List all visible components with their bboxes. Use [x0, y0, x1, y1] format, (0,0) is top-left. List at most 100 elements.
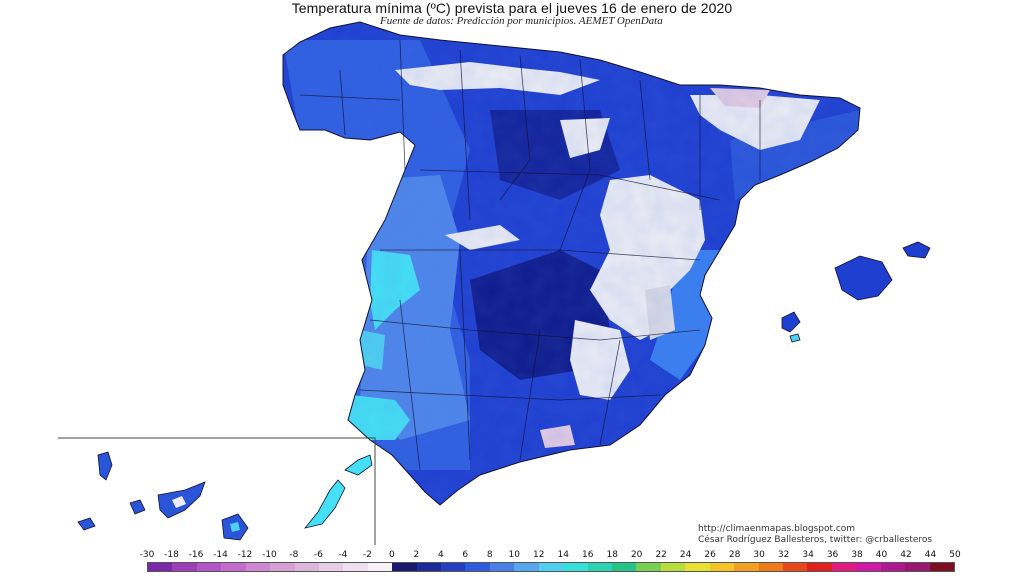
el-hierro-island	[77, 517, 96, 531]
legend-label: 50	[949, 550, 961, 560]
province-border	[499, 54, 531, 201]
province-borders	[299, 39, 761, 471]
province-border	[399, 39, 406, 171]
legend-swatch	[514, 563, 539, 571]
legend-label: 24	[679, 550, 692, 560]
legend-label: -6	[313, 550, 323, 560]
legend-swatch	[758, 563, 783, 571]
legend-label: 6	[462, 550, 469, 560]
legend-label: 14	[557, 550, 569, 560]
menorca-island	[902, 241, 931, 259]
credits-author: César Rodríguez Ballesteros, twitter: @c…	[698, 535, 933, 545]
legend-swatch	[856, 563, 881, 571]
legend-label: -12	[237, 550, 253, 560]
legend-swatch	[270, 563, 295, 571]
province-border	[399, 299, 421, 471]
map-title: Temperatura mínima (ºC) prevista para el…	[291, 0, 733, 16]
legend-swatch	[880, 563, 906, 571]
map-subtitle: Fuente de datos: Predicción por municipi…	[380, 15, 663, 27]
legend-swatch	[782, 563, 808, 571]
legend-swatch	[660, 563, 686, 571]
formentera-island	[789, 333, 801, 343]
legend-label: 40	[875, 550, 888, 560]
province-border	[639, 79, 651, 181]
peninsula	[282, 21, 861, 506]
temperature-texture	[283, 22, 860, 505]
province-border	[459, 49, 471, 221]
legend-labels: -30 -18 -16 -14 -12 -10 -8 -6 -4 -2 0 2 4 6 8 10 12 14 16 1…	[0, 550, 1024, 562]
legend-label: -30	[139, 550, 155, 560]
legend-swatch	[245, 563, 271, 571]
legend-label: 28	[728, 550, 741, 560]
province-border	[599, 339, 621, 446]
gran-canaria-peak	[230, 522, 240, 532]
la-palma-island	[97, 451, 113, 481]
credits-url[interactable]: http://climaenmapas.blogspot.com	[698, 524, 856, 534]
balearic-islands	[781, 241, 931, 343]
legend-label: -10	[262, 550, 277, 560]
inset-frame	[58, 437, 376, 545]
legend-swatch	[831, 563, 857, 571]
legend-swatch	[612, 563, 637, 571]
ibiza-island	[781, 311, 801, 333]
legend-swatch	[392, 563, 417, 571]
legend-swatch	[636, 563, 661, 571]
legend-label: 34	[802, 550, 814, 560]
temperature-legend	[147, 562, 955, 572]
legend-label: 8	[486, 550, 493, 560]
legend-label: 38	[851, 550, 863, 560]
legend-swatch	[587, 563, 613, 571]
legend-label: -8	[289, 550, 299, 560]
legend-label: 12	[533, 550, 545, 560]
province-border	[339, 69, 346, 136]
legend-swatch	[489, 563, 515, 571]
legend-swatch	[441, 563, 466, 571]
legend-label: 2	[413, 550, 420, 560]
legend-swatch	[807, 563, 832, 571]
legend-swatch	[465, 563, 490, 571]
legend-swatch	[196, 563, 222, 571]
legend-swatch	[685, 563, 710, 571]
legend-swatch	[709, 563, 735, 571]
legend-label: 22	[655, 550, 667, 560]
province-border	[380, 249, 701, 261]
credits: http://climaenmapas.blogspot.com César R…	[698, 524, 932, 546]
legend-label: 0	[388, 550, 395, 560]
legend-label: 42	[900, 550, 912, 560]
legend-label: 18	[606, 550, 618, 560]
legend-swatch	[367, 563, 393, 571]
la-gomera-island	[129, 499, 146, 515]
canary-inset	[58, 437, 376, 545]
legend-swatch	[905, 563, 930, 571]
legend-label: 16	[581, 550, 594, 560]
legend-swatch	[294, 563, 319, 571]
province-border	[419, 169, 721, 201]
mallorca-island	[834, 255, 893, 301]
province-border	[299, 94, 401, 101]
legend-swatch	[538, 563, 564, 571]
legend-label: 36	[826, 550, 839, 560]
teide-frost	[172, 496, 186, 508]
legend-swatch	[148, 563, 173, 571]
legend-label: -14	[213, 550, 228, 560]
legend-swatch	[734, 563, 759, 571]
legend-label: 20	[630, 550, 643, 560]
lanzarote-island	[344, 454, 373, 476]
legend-swatch	[416, 563, 442, 571]
legend-label: 26	[704, 550, 716, 560]
legend-label: -2	[362, 550, 372, 560]
legend-swatch	[563, 563, 588, 571]
legend-swatch	[172, 563, 197, 571]
province-border	[519, 329, 541, 461]
legend-label: 30	[753, 550, 765, 560]
province-border	[559, 59, 591, 251]
province-border	[459, 249, 471, 461]
province-border	[359, 389, 661, 401]
legend-label: 44	[924, 550, 937, 560]
fuerteventura-island	[303, 479, 346, 529]
legend-label: 32	[777, 550, 790, 560]
legend-label: 10	[508, 550, 520, 560]
legend-label: -16	[188, 550, 204, 560]
legend-swatch	[318, 563, 344, 571]
